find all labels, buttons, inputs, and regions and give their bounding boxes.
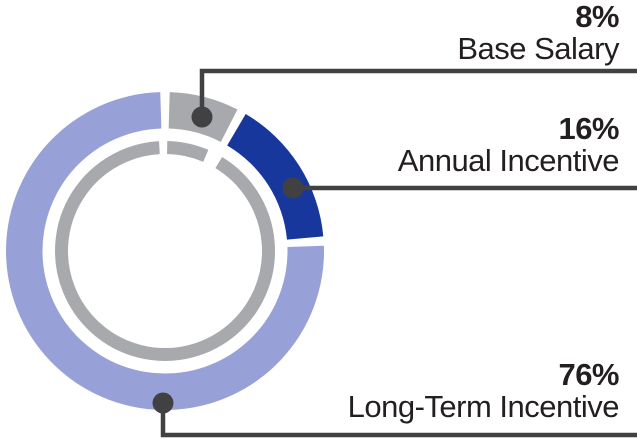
annual-incentive-name: Annual Incentive <box>397 143 620 178</box>
leader-dot-base-salary <box>191 106 213 128</box>
base-salary-name: Base Salary <box>457 31 619 66</box>
leader-line-base-salary <box>199 68 637 117</box>
label-long-term-incentive: 76% Long-Term Incentive <box>347 357 620 424</box>
inner-accent-arc-1 <box>166 141 209 162</box>
label-annual-incentive: 16% Annual Incentive <box>397 111 620 178</box>
inner-accent-arc-2 <box>55 141 275 361</box>
annual-incentive-percent: 16% <box>558 111 619 146</box>
leader-line-long-term-incentive <box>160 403 637 438</box>
long-term-incentive-percent: 76% <box>558 357 619 392</box>
long-term-incentive-name: Long-Term Incentive <box>347 389 620 424</box>
label-base-salary: 8% Base Salary <box>457 1 619 66</box>
base-salary-percent: 8% <box>575 0 619 34</box>
donut-segment-annual-incentive <box>227 114 324 240</box>
leader-dot-annual-incentive <box>282 177 304 199</box>
leader-dot-long-term-incentive <box>152 392 174 414</box>
